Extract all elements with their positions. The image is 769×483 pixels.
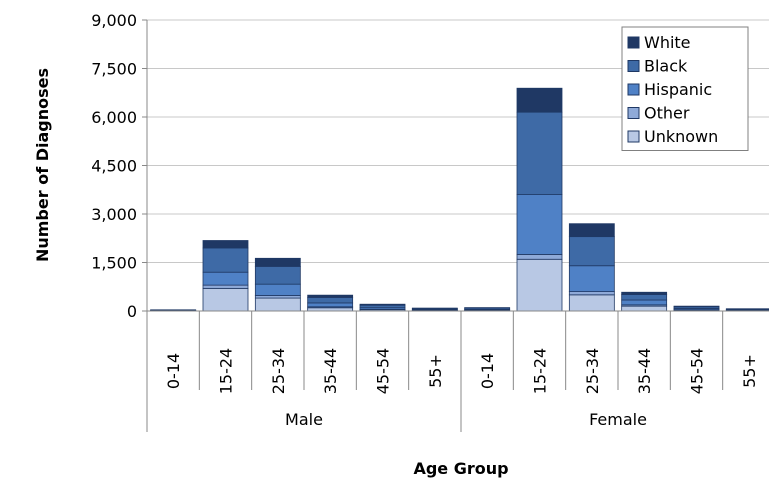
legend-label: White [644,33,691,52]
x-tick-label: 25-34 [269,348,288,395]
legend-swatch [627,107,640,119]
plot-frame [146,20,769,312]
y-tick-label: 7,500 [91,60,137,79]
legend-swatch [627,83,640,96]
x-tick-label: 45-54 [374,348,393,395]
legend-swatch [627,130,640,143]
y-axis-title: Number of Diagnoses [33,68,52,262]
legend-box [621,26,749,151]
bar-segment-hispanic [568,265,615,293]
bar-segment-white [307,294,354,298]
x-group-label: Female [589,410,647,429]
x-axis-categories: 0-14 15-24 25-34 35-44 45-54 55+ 0-14 15-24 25-3… [146,311,759,432]
bar-segment-unknown [516,258,563,312]
x-tick-label: 25-34 [583,348,602,395]
y-tick-label: 1,500 [91,254,137,273]
y-tick-label: 6,000 [91,108,137,127]
bar-segment-hispanic [516,194,563,255]
bar-segment-white [202,240,249,249]
bar-segment-other [202,284,249,289]
legend-label: Other [644,104,690,123]
x-tick-label: 55+ [426,354,445,388]
bar-segment-hispanic [254,283,301,296]
legend-label: Unknown [644,127,718,146]
x-tick-label: 0-14 [164,353,183,389]
x-tick-label: 0-14 [478,353,497,389]
legend-swatch [627,36,640,49]
bar-segment-white [359,303,406,306]
x-tick-label: 45-54 [688,348,707,395]
legend-label: Black [644,57,688,76]
legend-label: Hispanic [644,80,712,99]
bar-segment-black [254,265,301,285]
y-tick-label: 3,000 [91,205,137,224]
bar-segment-hispanic [202,271,249,286]
bar-segment-other [568,291,615,296]
y-tick-label: 4,500 [91,157,137,176]
bar-segment-unknown [568,294,615,312]
bar-segment-white [516,87,563,113]
bar-segment-white [673,305,720,308]
legend: White Black Hispanic Other Unknown [621,26,749,151]
bar-segment-black [307,297,354,304]
legend-swatch [627,60,640,72]
bar-segment-black [568,236,615,267]
gridlines [147,19,769,263]
bar-segment-white [254,257,301,267]
bar-segment-white [568,223,615,238]
bar-segment-unknown [254,297,301,312]
x-tick-label: 35-44 [321,348,340,395]
x-tick-label: 15-24 [531,348,550,395]
bar-segment-black [516,111,563,195]
bar-segment-black [621,294,668,301]
x-tick-label: 35-44 [635,348,654,395]
bar-segment-black [202,247,249,273]
bar-segment-unknown [202,287,249,312]
x-tick-label: 55+ [740,354,759,388]
bar-segment-other [516,254,563,260]
y-axis-ticks: 0 1,500 3,000 4,500 6,000 7,500 9,000 [91,11,147,321]
bar-segment-white [621,291,668,295]
x-group-label: Male [285,410,323,429]
y-tick-label: 0 [127,302,137,321]
x-axis-title: Age Group [413,459,508,478]
bar-segment-unknown [621,305,668,312]
bar-segment-hispanic [307,302,354,308]
x-tick-label: 15-24 [217,348,236,395]
bar-segment-hispanic [621,299,668,306]
y-tick-label: 9,000 [91,11,137,30]
